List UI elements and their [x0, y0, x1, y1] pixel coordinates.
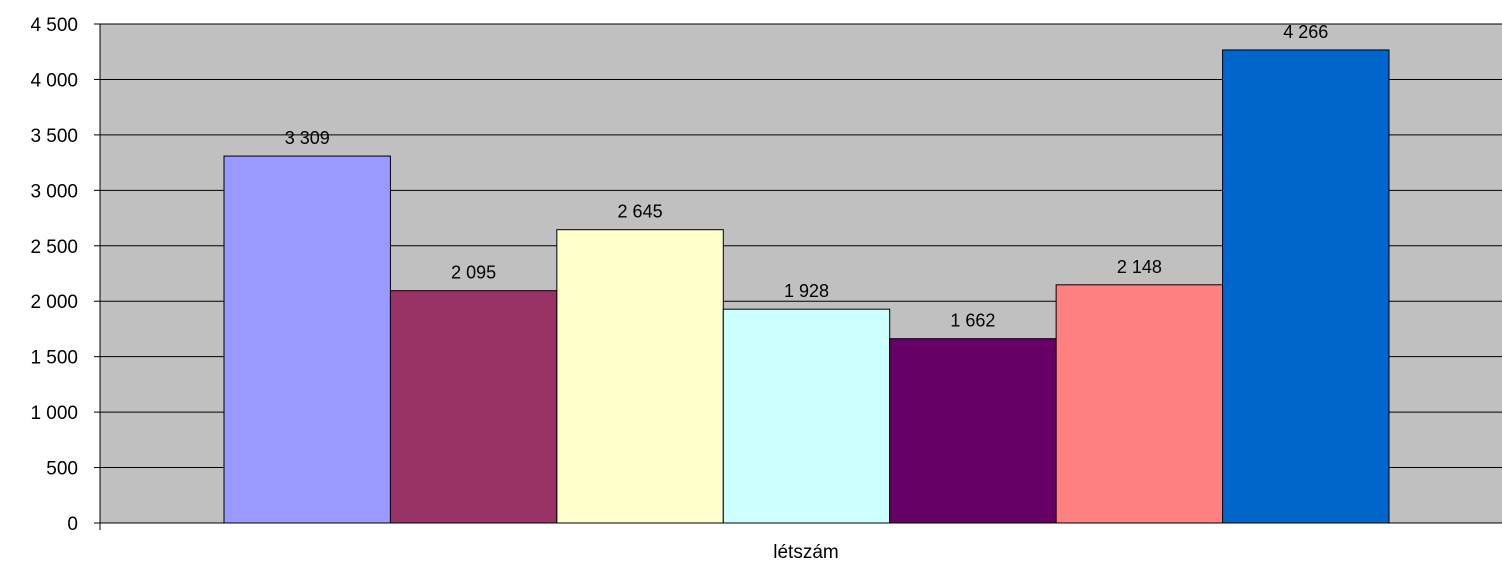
x-category-label: létszám [773, 542, 838, 563]
y-tick-label: 3 500 [30, 126, 78, 147]
y-tick-label: 2 500 [30, 237, 78, 258]
y-tick-label: 0 [67, 514, 78, 535]
y-tick-label: 4 000 [30, 70, 78, 91]
y-axis-ticks: 0 500 1 000 1 500 2 000 2 500 3 000 3 500 4 000 4… [30, 15, 100, 535]
data-label: 2 645 [618, 202, 663, 222]
bar [889, 338, 1057, 524]
data-label: 4 266 [1283, 22, 1328, 42]
bar [1222, 49, 1390, 524]
y-tick-label: 4 500 [30, 15, 78, 36]
data-labels: 3 309 2 095 2 645 1 928 1 662 2 148 4 266 [285, 22, 1329, 331]
bar [389, 290, 558, 524]
bar [223, 155, 391, 524]
y-tick-label: 1 000 [30, 403, 78, 424]
data-label: 2 148 [1117, 257, 1162, 277]
y-tick-label: 500 [46, 459, 78, 480]
bar [556, 229, 724, 524]
data-label: 3 309 [285, 128, 330, 148]
y-tick-label: 1 500 [30, 348, 78, 369]
bar [1055, 284, 1224, 524]
data-label: 1 928 [784, 281, 829, 301]
y-tick-label: 3 000 [30, 181, 78, 202]
bar [722, 308, 891, 524]
data-label: 2 095 [451, 263, 496, 283]
bars [223, 49, 1390, 524]
y-tick-label: 2 000 [30, 292, 78, 313]
data-label: 1 662 [950, 311, 995, 331]
